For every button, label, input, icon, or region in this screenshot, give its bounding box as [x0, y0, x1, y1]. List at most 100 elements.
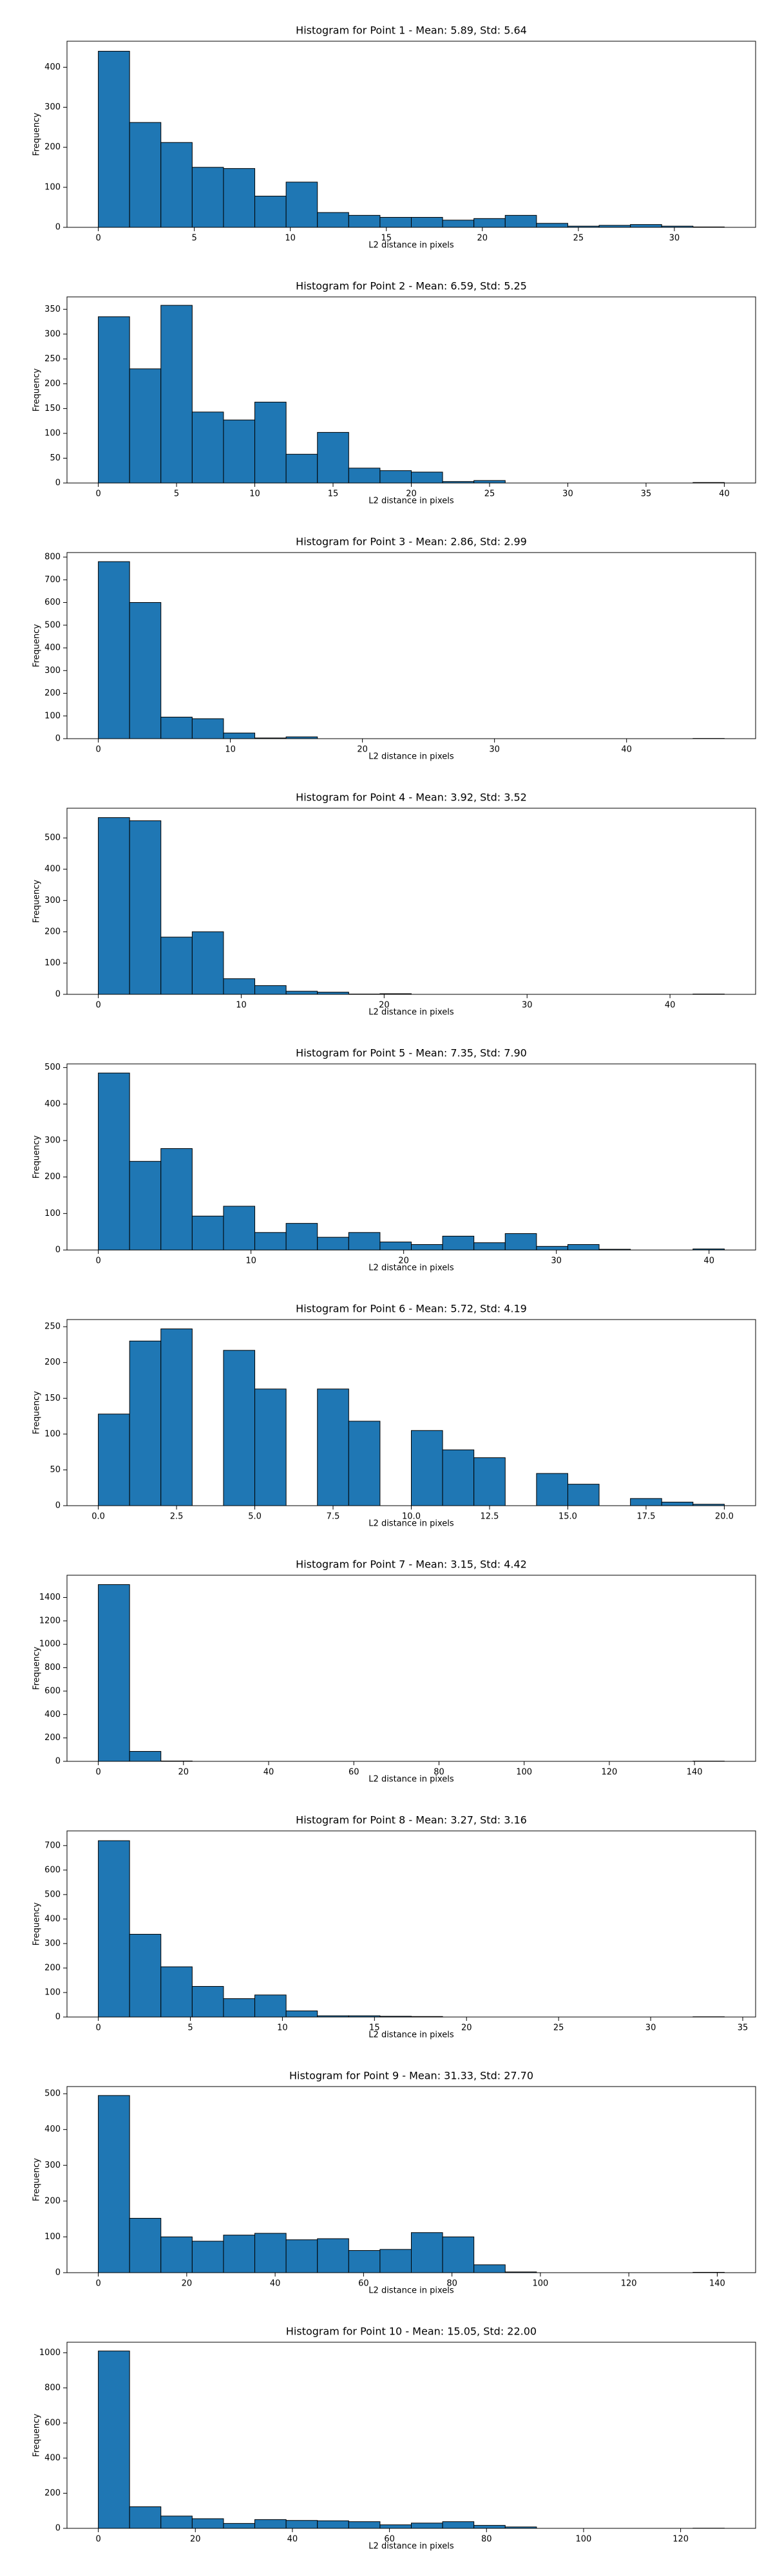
x-axis-label: L2 distance in pixels: [368, 2286, 454, 2296]
histogram-bar: [98, 1072, 130, 1251]
x-tick-label: 20: [190, 2535, 201, 2544]
x-tick-label: 100: [532, 2279, 548, 2289]
histogram-bar: [191, 412, 224, 484]
x-axis-label: L2 distance in pixels: [368, 1519, 454, 1529]
x-tick-label: 100: [576, 2535, 592, 2544]
x-tick-label: 35: [641, 489, 652, 499]
x-tick-label: 10: [245, 1256, 256, 1266]
y-tick-label: 1400: [39, 1593, 61, 1602]
y-tick-label: 200: [44, 688, 61, 698]
y-tick-label: 700: [44, 575, 61, 585]
x-axis-label: L2 distance in pixels: [368, 1775, 454, 1785]
chart-title: Histogram for Point 10 - Mean: 15.05, St…: [286, 2325, 537, 2338]
histogram-bar: [129, 2218, 162, 2273]
histogram-bar: [285, 2010, 318, 2018]
histogram-bar: [473, 2264, 506, 2273]
histogram-bar: [223, 419, 256, 484]
x-tick-label: 5: [192, 234, 197, 243]
x-tick-label: 25: [484, 489, 495, 499]
x-tick-label: 140: [709, 2279, 725, 2289]
y-tick-label: 1000: [39, 2348, 61, 2358]
x-tick-label: 30: [645, 2023, 656, 2033]
histogram-bar: [473, 1242, 506, 1251]
y-axis-label: Frequency: [32, 624, 42, 667]
y-tick-label: 400: [44, 643, 61, 653]
y-tick-label: 100: [44, 428, 61, 438]
histogram-bar: [98, 817, 130, 995]
histogram-bar: [348, 1232, 381, 1251]
histogram-bar: [348, 1421, 381, 1506]
histogram-bar: [98, 1414, 130, 1506]
histogram-bar: [129, 1160, 162, 1251]
y-tick-label: 600: [44, 598, 61, 607]
x-axis-label: L2 distance in pixels: [368, 2031, 454, 2040]
x-tick-label: 17.5: [636, 1512, 655, 1522]
y-tick-label: 150: [44, 1394, 61, 1403]
y-tick-label: 200: [44, 379, 61, 388]
histogram-bar: [160, 717, 193, 739]
x-tick-label: 15: [381, 234, 392, 243]
x-axis-label: L2 distance in pixels: [368, 752, 454, 762]
y-tick-label: 200: [44, 2488, 61, 2498]
x-tick-label: 10: [277, 2023, 288, 2033]
histogram-bar: [129, 1933, 162, 2018]
chart-title: Histogram for Point 3 - Mean: 2.86, Std:…: [296, 536, 527, 548]
x-tick-label: 12.5: [481, 1512, 499, 1522]
axes-frame: [66, 1575, 756, 1762]
x-tick-label: 30: [562, 489, 573, 499]
x-tick-label: 0: [95, 2023, 100, 2033]
y-tick-label: 600: [44, 2418, 61, 2428]
x-tick-label: 40: [287, 2535, 298, 2544]
histogram-bar: [348, 214, 381, 228]
x-tick-label: 0: [95, 2279, 100, 2289]
y-axis-label: Frequency: [32, 880, 42, 923]
histogram-bar: [379, 216, 412, 228]
histogram-bar: [411, 2232, 443, 2273]
y-tick-label: 0: [55, 2268, 61, 2278]
y-tick-label: 500: [44, 833, 61, 843]
chart-title: Histogram for Point 6 - Mean: 5.72, Std:…: [296, 1303, 527, 1315]
y-tick-label: 600: [44, 1865, 61, 1875]
histogram-bar: [317, 2238, 349, 2273]
histogram-bar: [98, 2351, 130, 2529]
y-tick-label: 0: [55, 1501, 61, 1511]
histogram-bar: [98, 316, 130, 484]
histogram-bar: [98, 561, 130, 739]
y-tick-label: 400: [44, 2453, 61, 2463]
x-tick-label: 5.0: [248, 1512, 262, 1522]
histogram-bar: [442, 1449, 475, 1506]
histogram-bar: [160, 1966, 193, 2018]
x-tick-label: 120: [601, 1768, 617, 1777]
x-tick-label: 80: [434, 1768, 444, 1777]
y-tick-label: 350: [44, 305, 61, 314]
y-tick-label: 700: [44, 1841, 61, 1850]
histogram-bar: [442, 220, 475, 228]
histogram-bar: [254, 2233, 287, 2273]
x-tick-label: 20: [379, 1001, 390, 1010]
axes-frame: [66, 1830, 756, 2018]
y-tick-label: 500: [44, 1063, 61, 1072]
x-tick-label: 40: [703, 1256, 714, 1266]
histogram-bar: [379, 2524, 412, 2529]
histogram-bar: [160, 1328, 193, 1506]
y-tick-label: 800: [44, 553, 61, 562]
histogram-bar: [191, 931, 224, 995]
y-tick-label: 400: [44, 1099, 61, 1109]
y-tick-label: 300: [44, 1136, 61, 1146]
y-tick-label: 200: [44, 1358, 61, 1367]
y-tick-label: 250: [44, 354, 61, 364]
histogram-bar: [473, 480, 506, 484]
histogram-bar: [223, 1350, 256, 1506]
histogram-bar: [160, 1148, 193, 1251]
x-tick-label: 35: [738, 2023, 749, 2033]
histogram-bar: [473, 2524, 506, 2529]
y-tick-label: 500: [44, 2089, 61, 2099]
y-tick-label: 300: [44, 329, 61, 339]
histogram-bar: [442, 2236, 475, 2273]
histogram-bar: [191, 2240, 224, 2273]
y-axis-label: Frequency: [32, 1135, 42, 1179]
histogram-bar: [129, 122, 162, 228]
histogram-bar: [254, 196, 287, 228]
x-tick-label: 100: [516, 1768, 532, 1777]
x-tick-label: 10.0: [402, 1512, 421, 1522]
